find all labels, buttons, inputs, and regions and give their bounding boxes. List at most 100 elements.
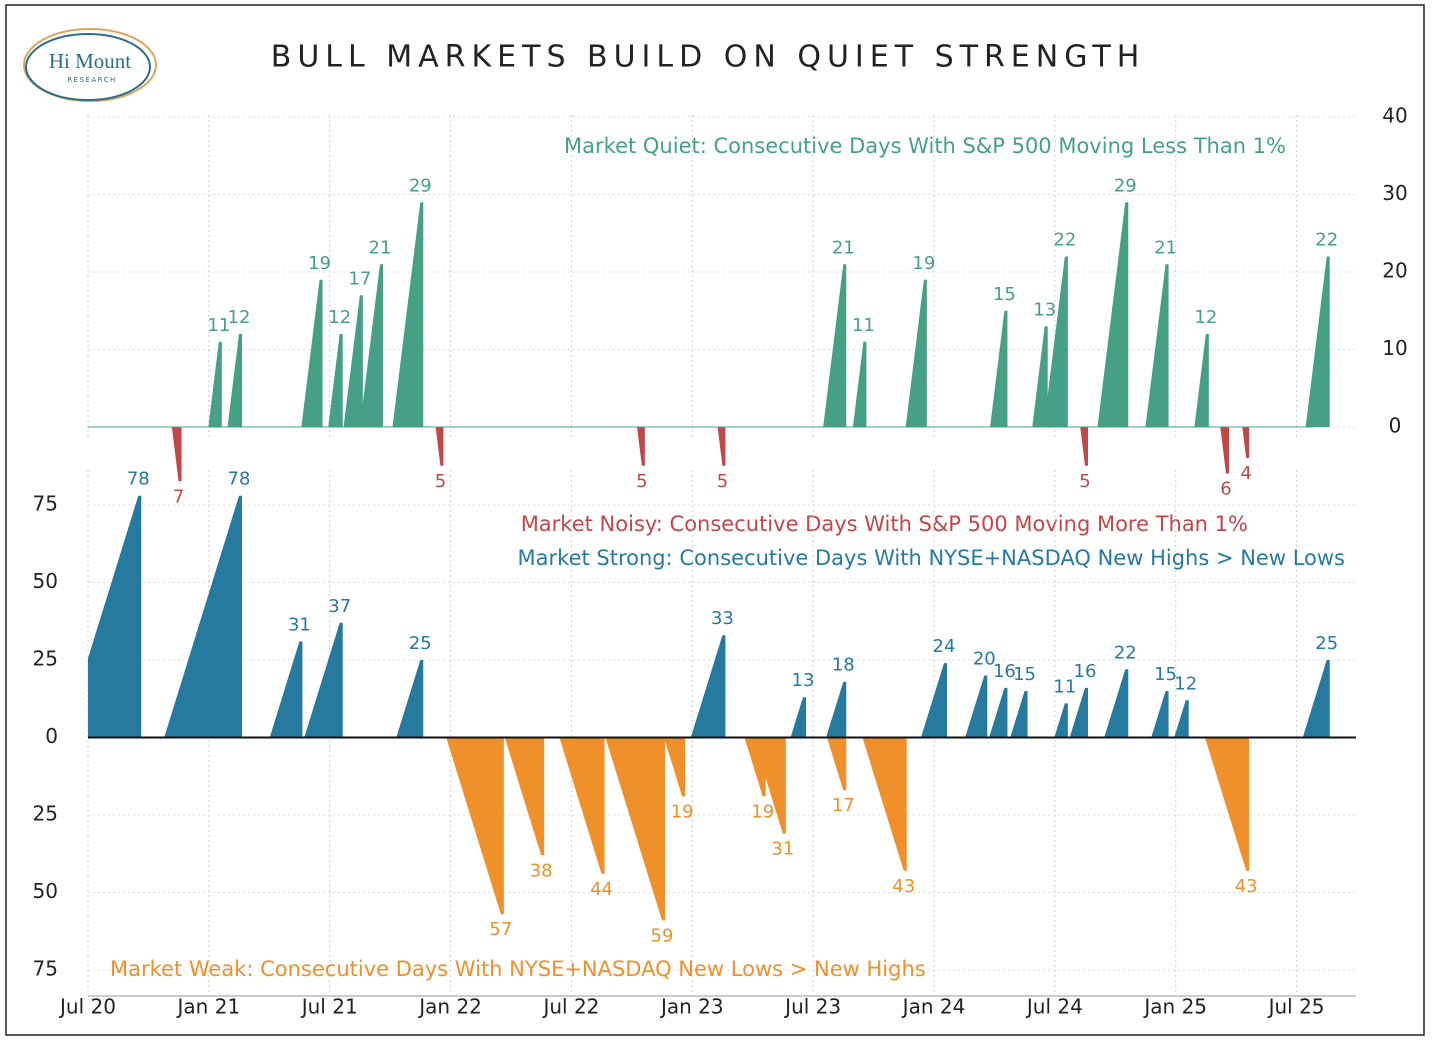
data-label: 29 [1114, 175, 1137, 196]
data-label: 31 [288, 614, 311, 635]
data-label: 37 [328, 596, 351, 617]
data-label: 16 [993, 661, 1016, 682]
streak-bar [88, 495, 142, 738]
y-tick-label: 50 [33, 569, 58, 593]
streak-bar [446, 737, 504, 915]
x-tick-label: Jan 21 [176, 995, 241, 1019]
data-label: 15 [993, 284, 1016, 305]
data-label: 33 [711, 608, 734, 629]
streak-bar [1174, 700, 1189, 738]
y-tick-label: 40 [1382, 104, 1407, 128]
data-label: 21 [369, 237, 392, 258]
data-label: 78 [228, 469, 251, 490]
x-tick-label: Jul 25 [1267, 995, 1325, 1019]
streak-bar [605, 737, 665, 921]
data-label: 12 [228, 307, 251, 328]
x-tick-label: Jan 25 [1142, 995, 1207, 1019]
streak-bar [1194, 334, 1209, 427]
y-tick-label: 0 [1389, 414, 1402, 438]
data-label: 15 [1013, 664, 1036, 685]
legend-label: Market Noisy: Consecutive Days With S&P … [521, 512, 1248, 536]
x-tick-label: Jan 23 [659, 995, 724, 1019]
y-tick-label: 30 [1382, 181, 1407, 205]
data-label: 12 [1194, 307, 1217, 328]
data-label: 19 [308, 253, 331, 274]
logo-name: Hi Mount [49, 49, 131, 73]
legend-label: Market Strong: Consecutive Days With NYS… [518, 546, 1345, 570]
data-label: 13 [792, 670, 815, 691]
x-tick-label: Jul 22 [541, 995, 599, 1019]
streak-bar [1010, 691, 1028, 738]
y-tick-label: 25 [33, 802, 58, 826]
streak-bar [862, 737, 907, 871]
streak-bar [753, 737, 786, 834]
data-label: 12 [1174, 673, 1197, 694]
data-label: 43 [1235, 876, 1258, 897]
streak-bar [1305, 256, 1330, 427]
data-label: 16 [1074, 661, 1097, 682]
chart-title: BULL MARKETS BUILD ON QUIET STRENGTH [271, 40, 1146, 75]
streak-bar [1145, 264, 1169, 427]
streak-bar [1043, 256, 1068, 427]
streak-bar [1069, 687, 1088, 738]
x-tick-label: Jul 24 [1025, 995, 1083, 1019]
data-label: 11 [1053, 676, 1076, 697]
data-label: 20 [973, 649, 996, 670]
streak-bar [690, 635, 726, 738]
data-label: 19 [751, 801, 774, 822]
data-label: 5 [717, 471, 728, 492]
streak-bar [164, 495, 242, 738]
data-label: 24 [933, 636, 956, 657]
legend-label: Market Quiet: Consecutive Days With S&P … [564, 134, 1286, 158]
streak-bar [559, 737, 605, 874]
streak-bar [1204, 737, 1250, 871]
data-label: 57 [489, 919, 512, 940]
data-label: 59 [651, 925, 674, 946]
data-label: 5 [636, 471, 647, 492]
y-tick-label: 10 [1382, 336, 1407, 360]
data-label: 7 [173, 486, 184, 507]
data-label: 19 [671, 801, 694, 822]
frame [5, 4, 1425, 1036]
y-tick-label: 75 [33, 492, 58, 516]
streak-bar [965, 675, 988, 738]
streak-bar [852, 341, 867, 427]
data-label: 15 [1154, 664, 1177, 685]
data-label: 18 [832, 655, 855, 676]
logo-tagline: RESEARCH [67, 76, 117, 84]
streak-bar [826, 737, 847, 791]
data-label: 22 [1053, 230, 1076, 251]
data-label: 17 [348, 268, 371, 289]
streak-bar [1242, 427, 1250, 458]
streak-bar [392, 202, 424, 427]
streak-bar [359, 264, 383, 427]
x-tick-label: Jan 22 [417, 995, 482, 1019]
streak-bar [301, 279, 323, 427]
y-tick-label: 20 [1382, 259, 1407, 283]
x-tick-label: Jul 23 [783, 995, 841, 1019]
streak-bar [823, 264, 847, 427]
data-label: 17 [832, 795, 855, 816]
streak-bar [328, 334, 343, 427]
x-tick-label: Jul 21 [300, 995, 358, 1019]
data-label: 21 [832, 237, 855, 258]
data-label: 25 [409, 633, 432, 654]
data-label: 31 [771, 839, 794, 860]
streak-bar [435, 427, 444, 466]
y-tick-label: 25 [33, 647, 58, 671]
data-label: 5 [435, 471, 446, 492]
data-label: 13 [1033, 299, 1056, 320]
streak-bar [227, 334, 242, 427]
y-tick-label: 75 [33, 957, 58, 981]
streak-bar [1302, 660, 1330, 738]
streak-bar [171, 427, 182, 482]
y-tick-label: 0 [45, 724, 58, 748]
streak-bar [790, 697, 806, 738]
data-label: 78 [127, 469, 150, 490]
legend-label: Market Weak: Consecutive Days With NYSE+… [110, 957, 926, 981]
data-label: 38 [530, 860, 553, 881]
data-label: 11 [207, 315, 230, 336]
streak-bar [905, 279, 927, 427]
